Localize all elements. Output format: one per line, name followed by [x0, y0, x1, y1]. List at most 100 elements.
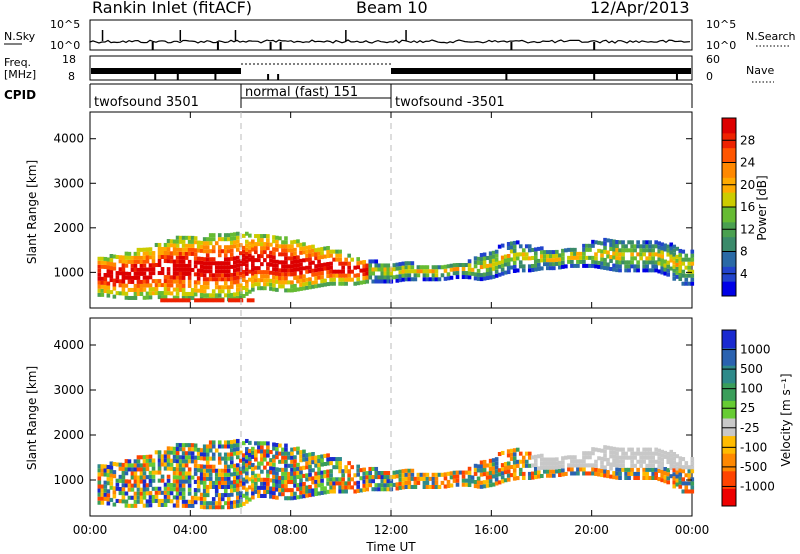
velocity-cell: [380, 479, 385, 484]
power-cell: [245, 267, 249, 272]
power-cell: [211, 237, 216, 242]
velocity-cell: [651, 459, 655, 464]
power-cell: [263, 242, 267, 247]
power-cell: [169, 243, 174, 248]
power-cell: [362, 260, 367, 265]
power-cell: [250, 298, 255, 303]
power-cell: [341, 261, 345, 266]
velocity-cell: [299, 482, 303, 487]
power-cell: [576, 255, 580, 260]
power-cell: [546, 266, 550, 271]
power-cell: [106, 269, 111, 274]
velocity-cell: [642, 471, 646, 476]
power-cell: [317, 263, 321, 268]
velocity-cell: [600, 468, 604, 473]
velocity-cell: [163, 450, 168, 455]
power-cell: [524, 244, 529, 249]
velocity-cell: [260, 453, 264, 458]
velocity-cell: [302, 486, 306, 491]
velocity-cell: [293, 475, 297, 480]
power-cell: [500, 259, 505, 264]
power-cell: [672, 252, 677, 257]
power-cell: [503, 254, 508, 259]
power-cell: [248, 233, 252, 238]
power-cell: [407, 261, 412, 266]
power-cell: [365, 267, 370, 272]
power-cell: [621, 240, 625, 245]
velocity-cell: [347, 485, 351, 490]
power-cell: [594, 260, 598, 265]
power-cell: [506, 258, 511, 263]
power-cell: [296, 255, 300, 260]
velocity-cell: [606, 445, 610, 450]
power-cell: [561, 264, 565, 269]
velocity-cell: [536, 466, 541, 471]
velocity-cell: [275, 455, 279, 460]
power-cell: [299, 242, 303, 247]
velocity-cell: [684, 489, 689, 494]
velocity-cell: [648, 475, 652, 480]
power-cell: [205, 285, 210, 290]
velocity-cell: [214, 468, 219, 473]
power-cell: [302, 274, 306, 279]
velocity-cell: [299, 470, 303, 475]
power-cell: [422, 265, 427, 270]
power-cell: [127, 255, 132, 260]
velocity-cell: [242, 441, 246, 446]
velocity-cell: [248, 457, 252, 462]
power-cell: [296, 279, 300, 284]
power-cell: [115, 255, 120, 260]
power-cell: [167, 298, 172, 303]
power-cell: [482, 260, 487, 265]
power-cell: [148, 275, 153, 280]
velocity-cell: [163, 494, 168, 499]
velocity-cell: [232, 471, 237, 476]
power-cell: [148, 247, 153, 252]
velocity-cell: [163, 458, 168, 463]
velocity-cell: [118, 462, 123, 467]
power-cell: [196, 240, 201, 245]
velocity-cell: [151, 494, 156, 499]
velocity-cell: [479, 472, 484, 477]
velocity-cell: [169, 446, 174, 451]
velocity-cell: [184, 459, 189, 464]
velocity-cell: [166, 494, 171, 500]
time-tick-label: 00:00: [675, 523, 710, 537]
power-cell: [229, 248, 234, 253]
velocity-cell: [287, 488, 291, 493]
power-cell: [678, 276, 683, 282]
power-cell: [455, 275, 460, 280]
velocity-cell: [476, 476, 481, 481]
velocity-cell: [374, 466, 379, 471]
power-cell: [216, 298, 221, 303]
freq-ticks: [154, 74, 678, 80]
velocity-cell: [615, 459, 619, 464]
velocity-cell: [290, 463, 294, 468]
power-cell: [214, 281, 219, 286]
velocity-cell: [145, 487, 150, 492]
velocity-cell: [181, 487, 186, 492]
velocity-cell: [416, 476, 421, 481]
power-cell: [500, 263, 505, 268]
power-cell: [476, 260, 481, 265]
velocity-cell: [100, 500, 105, 505]
velocity-cell: [506, 469, 511, 474]
power-cell: [512, 264, 517, 269]
velocity-cell: [208, 484, 213, 489]
power-cell: [380, 271, 385, 276]
power-cell: [539, 250, 544, 255]
velocity-cell: [314, 459, 318, 464]
velocity-cell: [395, 482, 400, 487]
power-cell: [368, 267, 373, 272]
power-cell: [377, 267, 382, 272]
power-cell: [169, 251, 174, 256]
power-cell: [211, 289, 216, 294]
power-cell: [506, 245, 511, 251]
velocity-cell: [242, 493, 246, 498]
power-cell: [133, 283, 138, 288]
power-cell: [133, 275, 138, 280]
velocity-cell: [214, 448, 219, 453]
velocity-cell: [284, 488, 288, 493]
power-cell: [284, 252, 288, 257]
velocity-cell: [130, 503, 135, 508]
